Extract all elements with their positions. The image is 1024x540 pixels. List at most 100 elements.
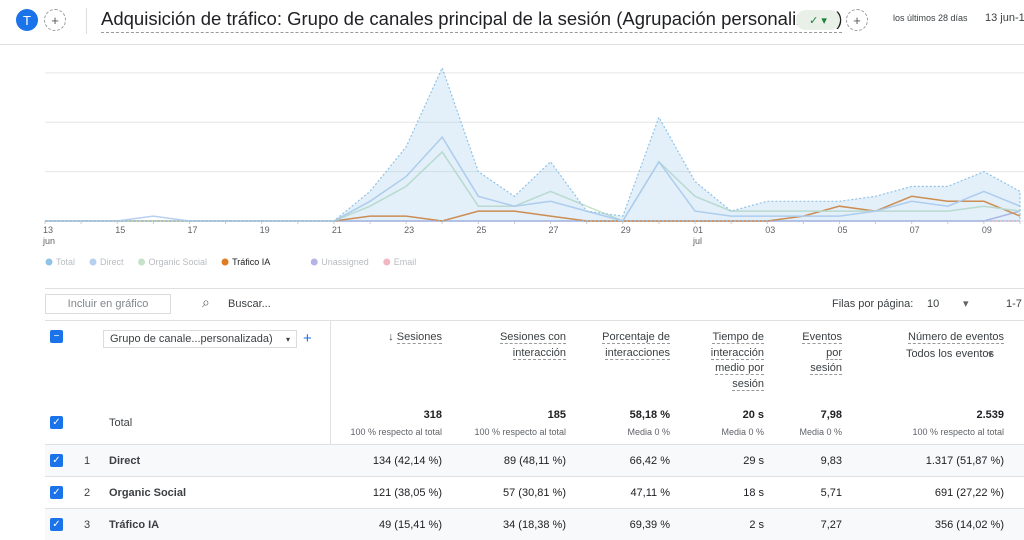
legend-label: Organic Social (149, 257, 208, 267)
sort-arrow: ↓ (388, 331, 397, 343)
total-checkbox[interactable]: ✓ (50, 416, 63, 429)
column-label[interactable]: Sesiones con interacción (499, 331, 566, 360)
row-index: 2 (84, 487, 91, 499)
row-index: 3 (84, 519, 91, 531)
report-title: Adquisición de tráfico: Grupo de canales… (101, 8, 843, 33)
row-value: 47,11 % (630, 487, 670, 499)
x-month-label: jul (692, 236, 702, 246)
row-value: 69,39 % (629, 519, 670, 531)
legend-label: Unassigned (321, 257, 369, 267)
x-tick-label: 09 (982, 225, 992, 235)
add-comparison[interactable]: + (44, 9, 66, 31)
row-checkbox[interactable]: ✓ (50, 454, 63, 467)
legend-label: Tráfico IA (232, 257, 270, 267)
row-value: 691 (27,22 %) (934, 487, 1004, 499)
rows-per-page-label: Filas por página: (832, 298, 914, 310)
x-tick-label: 07 (910, 225, 920, 235)
search-icon: ⌕ (202, 294, 210, 310)
row-value: 29 s (743, 455, 764, 467)
include-button[interactable]: Incluir en gráfico (45, 294, 171, 314)
row-value: 134 (42,14 %) (372, 455, 442, 467)
chart: 13 15 17 19 21 23 25 27 29 01 03 05 07 09 jun jul Total D… (42, 66, 1024, 267)
date-range-label: los últimos 28 días (893, 13, 968, 23)
row-checkbox[interactable]: ✓ (50, 518, 63, 531)
row-checkbox[interactable]: ✓ (50, 486, 63, 499)
row-name: Direct (109, 455, 141, 467)
dimension-name: Grupo de canale...personalizada) (110, 333, 273, 345)
row-name: Organic Social (109, 487, 187, 499)
column-label[interactable]: Eventos por sesión (802, 331, 842, 375)
x-tick-label: 25 (476, 225, 486, 235)
total-note: 100 % respecto al total (350, 427, 442, 437)
total-value: 7,98 (820, 409, 842, 421)
x-tick-label: 27 (549, 225, 559, 235)
row-value: 1.317 (51,87 %) (925, 455, 1004, 467)
table-row (45, 508, 1024, 540)
row-value: 5,71 (820, 487, 842, 499)
total-note: 100 % respecto al total (912, 427, 1004, 437)
row-value: 34 (18,38 %) (503, 519, 566, 531)
x-tick-label: 29 (621, 225, 631, 235)
table-row (45, 444, 1024, 476)
row-value: 49 (15,41 %) (379, 519, 442, 531)
x-tick-label: 23 (404, 225, 414, 235)
row-index: 1 (84, 455, 91, 467)
x-tick-label: 05 (837, 225, 847, 235)
events-filter: Todos los eventos (905, 348, 994, 360)
x-tick-label: 21 (332, 225, 342, 235)
table-row (45, 476, 1024, 508)
x-tick-label: 15 (115, 225, 125, 235)
dropdown-arrow: ▾ (285, 334, 290, 344)
legend-marker (138, 258, 146, 266)
rows-per-page[interactable]: 10 (927, 298, 940, 310)
legend-marker (221, 258, 229, 266)
legend-label: Direct (100, 257, 124, 267)
x-tick-label: 03 (765, 225, 775, 235)
column-label[interactable]: Porcentaje de interacciones (602, 331, 670, 360)
row-value: 7,27 (820, 519, 842, 531)
x-tick-label: 19 (260, 225, 270, 235)
column-header: Porcentaje de interacciones (580, 330, 670, 361)
legend-label: Total (56, 257, 75, 267)
column-header: Eventos por sesión (792, 330, 842, 377)
column-label[interactable]: Tiempo de interacción medio por sesión (710, 331, 764, 391)
column-header: Sesiones con interacción (466, 330, 566, 361)
date-range[interactable]: 13 jun-1 (985, 12, 1024, 24)
pagination: 1-7 (1006, 298, 1022, 310)
select-all-checkbox[interactable]: − (50, 330, 63, 343)
total-value: 318 (423, 409, 442, 421)
divider (86, 8, 87, 34)
total-note: 100 % respecto al total (474, 427, 566, 437)
total-note: Media 0 % (627, 427, 670, 437)
row-value: 66,42 % (629, 455, 670, 467)
total-note: Media 0 % (721, 427, 764, 437)
row-value: 57 (30,81 %) (503, 487, 566, 499)
search-input[interactable]: Buscar... (228, 298, 271, 310)
column-label[interactable]: Sesiones (396, 331, 442, 344)
column-divider (330, 320, 331, 538)
total-label: Total (109, 417, 133, 429)
separator (45, 320, 1024, 321)
top-bar: T + Adquisición de tráfico: Grupo de can… (0, 0, 1024, 45)
total-value: 185 (547, 409, 566, 421)
add-dimension[interactable]: + (303, 330, 312, 347)
dimension-selector[interactable]: Grupo de canale...personalizada) ▾ (103, 330, 297, 348)
avatar[interactable]: T (16, 9, 38, 31)
dropdown-arrow: ▾ (988, 349, 993, 359)
column-header: Tiempo de interacción medio por sesión (694, 330, 764, 392)
column-label[interactable]: Número de eventos (908, 331, 1004, 344)
legend-label: Email (394, 257, 417, 267)
total-value: 2.539 (976, 409, 1004, 421)
legend-marker (310, 258, 318, 266)
row-value: 356 (14,02 %) (934, 519, 1004, 531)
status-chip[interactable]: ✓ ▾ (796, 10, 840, 30)
separator (45, 288, 1024, 289)
legend-marker (45, 258, 53, 266)
legend-marker (383, 258, 391, 266)
add-button[interactable]: + (846, 9, 868, 31)
column-header: Número de eventos (864, 330, 1004, 346)
row-name: Tráfico IA (109, 519, 160, 531)
dropdown-arrow[interactable]: ▾ (963, 298, 969, 310)
row-value: 2 s (749, 519, 764, 531)
